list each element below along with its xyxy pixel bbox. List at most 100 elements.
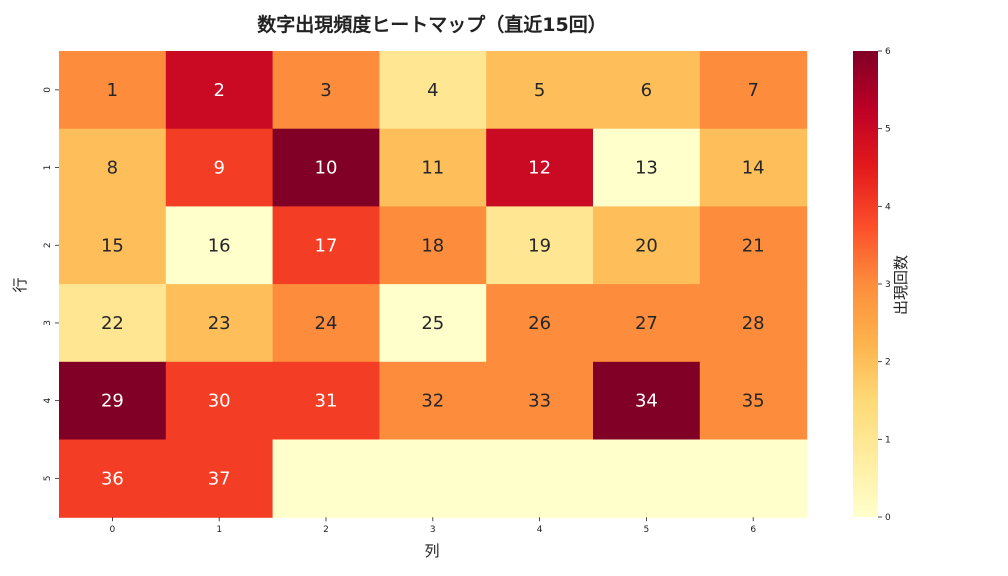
heatmap-cell <box>59 361 167 441</box>
x-tick-label: 5 <box>644 525 650 535</box>
cell-value-label: 7 <box>747 80 758 101</box>
x-tick-label: 4 <box>537 525 543 535</box>
chart-title: 数字出現頻度ヒートマップ（直近15回） <box>257 13 606 36</box>
heatmap-cell <box>486 439 594 518</box>
colorbar-tick-label: 6 <box>885 47 891 57</box>
heatmap-cell <box>699 206 808 285</box>
x-tick-label: 3 <box>430 525 436 535</box>
cell-value-label: 10 <box>315 158 338 179</box>
heatmap-cell <box>165 51 274 130</box>
cell-value-label: 31 <box>315 391 338 412</box>
cell-value-label: 1 <box>107 80 118 101</box>
y-tick-label: 5 <box>43 475 53 481</box>
heatmap-cell <box>59 206 167 285</box>
heatmap-cell <box>379 128 487 207</box>
cell-value-label: 20 <box>635 235 658 256</box>
cell-value-label: 17 <box>315 235 338 256</box>
x-axis-label: 列 <box>424 542 439 560</box>
colorbar <box>853 51 878 517</box>
heatmap-cell <box>165 361 274 441</box>
x-tick-label: 0 <box>110 525 116 535</box>
heatmap-cell <box>699 439 808 518</box>
colorbar-label: 出現回数 <box>892 255 910 315</box>
cell-value-label: 30 <box>208 391 231 412</box>
heatmap-cell <box>379 51 487 130</box>
cell-value-label: 6 <box>641 80 652 101</box>
colorbar-tick-label: 1 <box>885 435 891 445</box>
heatmap-cell <box>272 439 380 518</box>
heatmap-cell <box>699 128 808 207</box>
heatmap-cell <box>486 51 594 130</box>
heatmap-cell <box>272 128 380 207</box>
cell-value-label: 15 <box>101 235 124 256</box>
heatmap-cell <box>699 284 808 363</box>
cell-value-label: 37 <box>208 468 231 489</box>
y-axis-ticks: 0 1 2 3 4 5 <box>43 87 59 481</box>
x-axis-ticks: 0 1 2 3 4 5 6 <box>110 517 756 535</box>
cell-value-label: 29 <box>101 391 124 412</box>
heatmap-cell <box>272 51 380 130</box>
heatmap-cells <box>59 51 808 518</box>
heatmap-cell <box>59 439 167 518</box>
heatmap-cell <box>59 128 167 207</box>
cell-value-label: 19 <box>528 235 551 256</box>
colorbar-tick-label: 4 <box>885 202 891 212</box>
heatmap-cell <box>379 206 487 285</box>
heatmap-cell <box>379 439 487 518</box>
heatmap-cell <box>272 361 380 441</box>
heatmap-cell <box>593 51 701 130</box>
x-tick-label: 2 <box>323 525 329 535</box>
heatmap-cell <box>486 284 594 363</box>
colorbar-tick-label: 0 <box>885 513 891 523</box>
cell-value-label: 8 <box>107 158 118 179</box>
colorbar-ticks: 0 1 2 3 4 5 6 <box>878 47 891 523</box>
x-tick-label: 6 <box>750 525 756 535</box>
y-tick-label: 4 <box>43 398 53 404</box>
cell-value-label: 13 <box>635 158 658 179</box>
x-tick-label: 1 <box>216 525 222 535</box>
heatmap-cell <box>379 361 487 441</box>
cell-value-label: 12 <box>528 158 551 179</box>
cell-value-label: 35 <box>742 391 765 412</box>
cell-value-label: 28 <box>742 313 765 334</box>
cell-value-label: 3 <box>320 80 331 101</box>
heatmap-cell <box>593 284 701 363</box>
colorbar-tick-label: 3 <box>885 280 891 290</box>
heatmap-cell <box>593 439 701 518</box>
heatmap-cell <box>699 51 808 130</box>
heatmap-cell <box>486 206 594 285</box>
heatmap-cell <box>165 206 274 285</box>
cell-value-label: 4 <box>427 80 438 101</box>
cell-value-label: 16 <box>208 235 231 256</box>
cell-value-label: 34 <box>635 391 658 412</box>
colorbar-tick-label: 5 <box>885 125 891 135</box>
cell-value-label: 14 <box>742 158 765 179</box>
cell-value-label: 24 <box>315 313 338 334</box>
heatmap-cell <box>165 284 274 363</box>
cell-value-label: 9 <box>213 158 224 179</box>
y-tick-label: 1 <box>43 165 53 171</box>
cell-value-label: 21 <box>742 235 765 256</box>
heatmap-cell <box>272 206 380 285</box>
y-tick-label: 2 <box>43 242 53 248</box>
heatmap-cell <box>699 361 808 441</box>
heatmap-cell <box>486 361 594 441</box>
cell-value-label: 2 <box>213 80 224 101</box>
heatmap-cell <box>59 284 167 363</box>
colorbar-tick-label: 2 <box>885 358 891 368</box>
heatmap-cell <box>379 284 487 363</box>
cell-value-label: 27 <box>635 313 658 334</box>
heatmap-cell <box>593 128 701 207</box>
cell-value-label: 22 <box>101 313 124 334</box>
cell-value-label: 5 <box>534 80 545 101</box>
cell-value-label: 18 <box>421 235 444 256</box>
cell-value-label: 36 <box>101 468 124 489</box>
heatmap-cell <box>593 206 701 285</box>
y-axis-label: 行 <box>11 277 29 292</box>
heatmap-cell <box>272 284 380 363</box>
cell-value-label: 32 <box>421 391 444 412</box>
heatmap-cell <box>486 128 594 207</box>
cell-value-label: 11 <box>421 158 444 179</box>
